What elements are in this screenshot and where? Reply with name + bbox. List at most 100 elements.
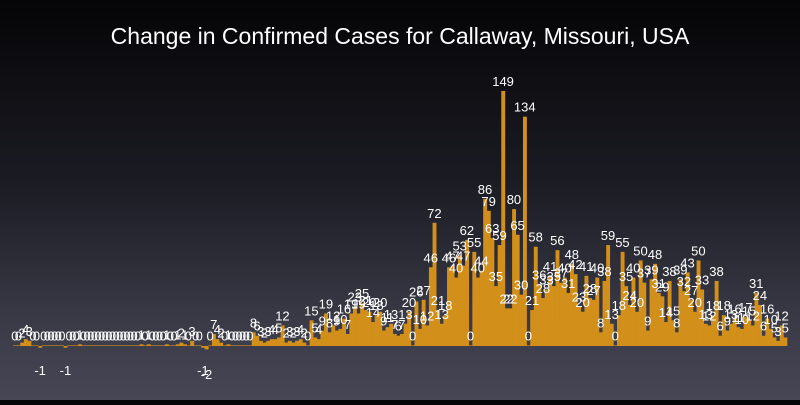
data-label: 0 xyxy=(102,328,109,343)
bar xyxy=(457,255,462,346)
data-label: 12 xyxy=(420,308,434,323)
data-label: 31 xyxy=(749,276,763,291)
bar xyxy=(262,342,267,346)
data-label: 27 xyxy=(416,283,430,298)
data-label: 21 xyxy=(431,293,445,308)
bar xyxy=(128,345,133,346)
bar xyxy=(230,345,234,346)
data-label: 0 xyxy=(304,328,311,343)
bar xyxy=(418,328,422,346)
data-label: 0 xyxy=(243,328,250,343)
bar xyxy=(327,332,332,346)
bar xyxy=(117,345,122,346)
data-label: 0 xyxy=(105,328,112,343)
data-label: 22 xyxy=(503,291,517,306)
bar xyxy=(606,245,611,346)
data-label: 4 xyxy=(297,322,304,337)
data-label: 13 xyxy=(398,307,412,322)
data-label: 21 xyxy=(358,293,372,308)
data-label: 5 xyxy=(771,320,778,335)
bar xyxy=(631,277,636,346)
bar xyxy=(96,345,101,346)
data-label: 6 xyxy=(395,319,402,334)
bar xyxy=(349,313,354,346)
data-label: 0 xyxy=(94,328,101,343)
chart-title: Change in Confirmed Cases for Callaway, … xyxy=(111,23,690,49)
data-labels-group: 0024300-1000000-100010000000000000000101… xyxy=(11,74,789,382)
data-label: 20 xyxy=(630,295,644,310)
bar xyxy=(754,292,759,346)
bar xyxy=(255,335,260,346)
bar xyxy=(99,345,104,346)
bar xyxy=(356,313,361,346)
bar xyxy=(60,345,64,346)
data-label: 0 xyxy=(116,328,123,343)
bar xyxy=(309,320,314,346)
bar xyxy=(154,345,158,346)
data-label: 0 xyxy=(235,328,242,343)
bar xyxy=(316,339,321,346)
data-label: 19 xyxy=(344,296,358,311)
data-label: 35 xyxy=(619,269,633,284)
data-label: 13 xyxy=(384,307,398,322)
bar xyxy=(407,311,412,346)
bar xyxy=(143,345,148,346)
bar xyxy=(624,286,629,346)
data-label: 7 xyxy=(344,317,351,332)
bar xyxy=(190,340,195,346)
bar xyxy=(45,345,50,346)
data-label: 12 xyxy=(745,308,759,323)
data-label: 0 xyxy=(123,328,130,343)
data-label: 24 xyxy=(622,288,636,303)
bar xyxy=(92,345,97,346)
bar xyxy=(81,345,86,346)
bar xyxy=(363,310,368,346)
data-label: 0 xyxy=(44,328,51,343)
data-label: 0 xyxy=(120,328,127,343)
data-label: 134 xyxy=(514,100,536,115)
data-label: 0 xyxy=(467,328,474,343)
data-label: 31 xyxy=(561,276,575,291)
bar xyxy=(714,280,719,346)
bar xyxy=(219,342,224,346)
data-label: 0 xyxy=(15,328,22,343)
data-label: 20 xyxy=(373,295,387,310)
bar xyxy=(501,91,506,346)
data-label: 65 xyxy=(510,218,524,233)
data-label: 38 xyxy=(662,264,676,279)
bar xyxy=(425,325,430,346)
bar xyxy=(161,345,166,346)
bar xyxy=(201,346,205,348)
bar xyxy=(110,345,115,346)
bar xyxy=(591,299,596,346)
data-label: 0 xyxy=(69,328,76,343)
bar xyxy=(519,294,524,346)
bar xyxy=(331,325,336,346)
data-label: 29 xyxy=(655,279,669,294)
data-label: 0 xyxy=(192,328,199,343)
data-label: 0 xyxy=(29,328,36,343)
data-label: 3 xyxy=(26,324,33,339)
data-label: 28 xyxy=(583,281,597,296)
data-label: 0 xyxy=(525,328,532,343)
data-label: 2 xyxy=(261,326,268,341)
bar xyxy=(613,345,618,346)
data-label: 9 xyxy=(644,314,651,329)
bar xyxy=(475,277,480,346)
data-label: 46 xyxy=(424,250,438,265)
bar xyxy=(497,245,502,346)
data-label: 20 xyxy=(362,295,376,310)
data-label: 10 xyxy=(735,312,749,327)
data-label: 10 xyxy=(763,312,777,327)
bar xyxy=(273,339,278,346)
data-label: 44 xyxy=(474,254,488,269)
bar xyxy=(74,345,79,346)
data-label: 0 xyxy=(112,328,119,343)
data-label: 8 xyxy=(326,315,333,330)
data-label: 39 xyxy=(673,262,687,277)
data-label: 2 xyxy=(290,326,297,341)
data-label: 30 xyxy=(514,278,528,293)
bar xyxy=(620,251,625,346)
data-label: 9 xyxy=(333,314,340,329)
